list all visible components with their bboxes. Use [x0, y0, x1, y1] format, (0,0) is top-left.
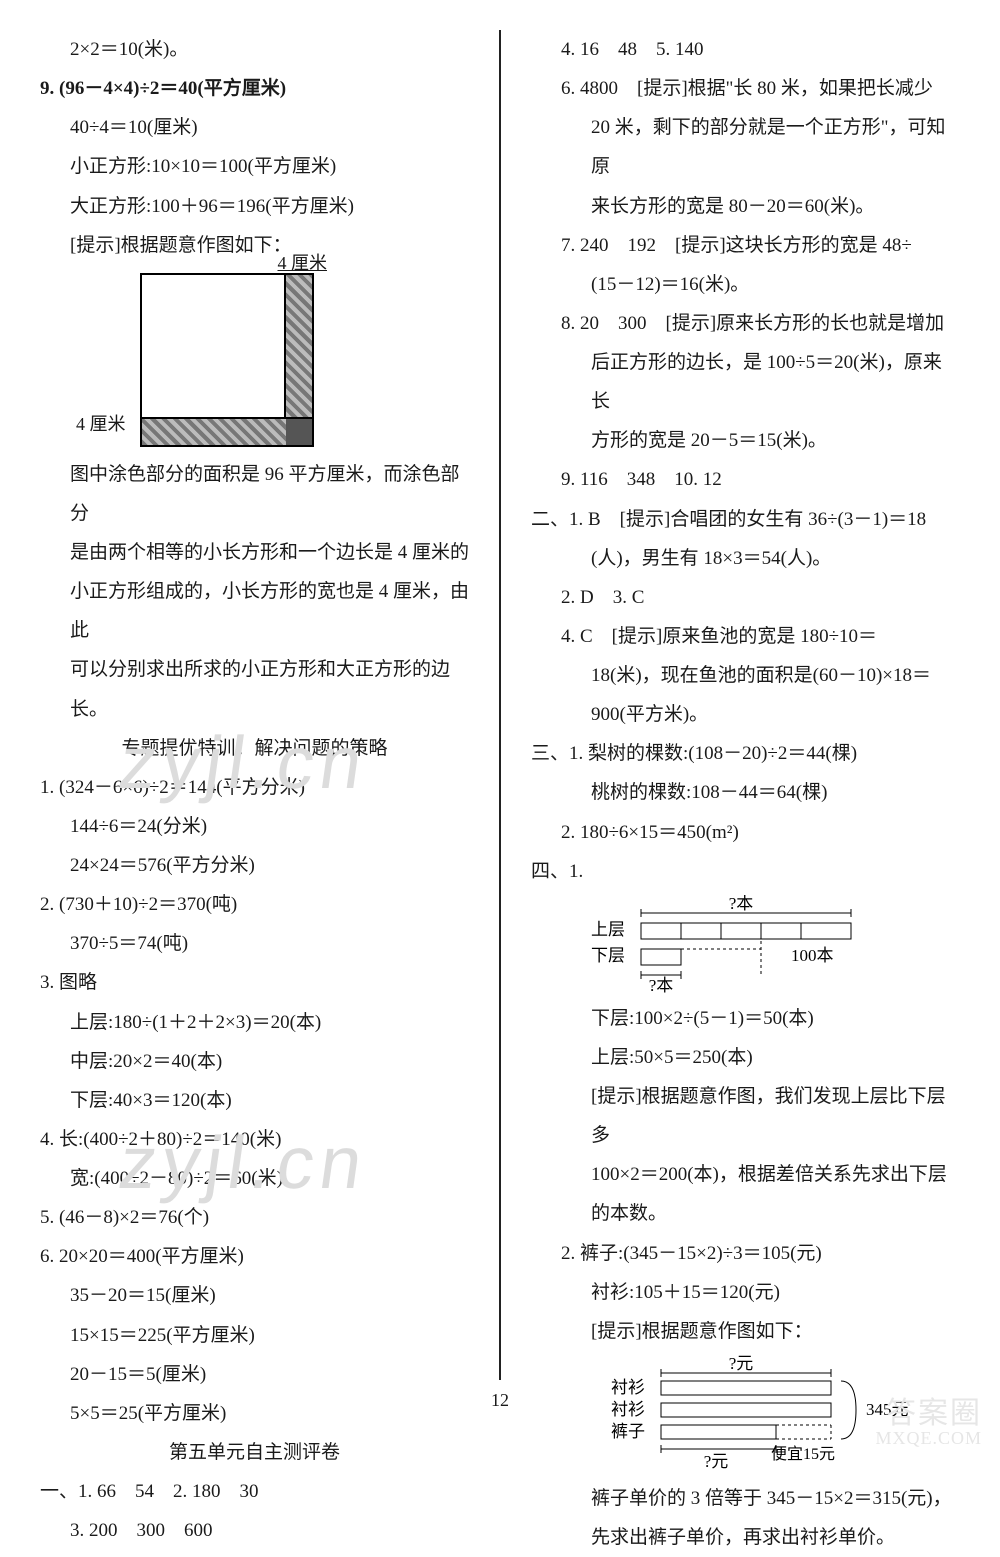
- corner-watermark-line1: 答案圈: [875, 1398, 982, 1430]
- text-line: 下层:40×3＝120(本): [40, 1081, 469, 1120]
- text-line: [提示]根据题意作图如下：: [531, 1312, 960, 1351]
- text-line: 一、1. 66 54 2. 180 30: [40, 1472, 469, 1511]
- corner-watermark-line2: MXQE.COM: [875, 1429, 982, 1448]
- text-line: 大正方形:100＋96＝196(平方厘米): [40, 187, 469, 226]
- text-line: 2×2＝10(米)。: [40, 30, 469, 69]
- text-line: 2. D 3. C: [531, 578, 960, 617]
- column-divider: [499, 30, 501, 1380]
- text-line: 桃树的棵数:108－44＝64(棵): [531, 773, 960, 812]
- text-line: 来长方形的宽是 80－20＝60(米)。: [531, 187, 960, 226]
- text-line: 5×5＝25(平方厘米): [40, 1394, 469, 1433]
- figure-shaded-corner: [286, 419, 312, 445]
- text-line: 6. 4800 [提示]根据"长 80 米，如果把长减少: [531, 69, 960, 108]
- text-line: 1. (324－6×6)÷2＝144(平方分米): [40, 768, 469, 807]
- dg-label: 便宜15元: [771, 1445, 835, 1463]
- text-line: 小正方形:10×10＝100(平方厘米): [40, 147, 469, 186]
- dg-label: ?本: [729, 895, 754, 913]
- text-line: 100×2＝200(本)，根据差倍关系先求出下层: [531, 1155, 960, 1194]
- text-line: 3. 200 300 600: [40, 1511, 469, 1550]
- dg-label: 衬衫: [611, 1378, 645, 1397]
- text-line: 四、1.: [531, 852, 960, 891]
- text-line: 40÷4＝10(厘米): [40, 108, 469, 147]
- left-column: 2×2＝10(米)。 9. (96－4×4)÷2＝40(平方厘米) 40÷4＝1…: [40, 30, 469, 1380]
- section-title: 第五单元自主测评卷: [40, 1433, 469, 1472]
- text-line: 上层:180÷(1＋2＋2×3)＝20(本): [40, 1003, 469, 1042]
- text-line: 4. 16 48 5. 140: [531, 30, 960, 69]
- dg-label: 衬衫: [611, 1400, 645, 1419]
- text-line: 9. (96－4×4)÷2＝40(平方厘米): [40, 69, 469, 108]
- text-line: (15－12)＝16(米)。: [531, 265, 960, 304]
- corner-watermark: 答案圈 MXQE.COM: [875, 1398, 982, 1448]
- text-line: (人)，男生有 18×3＝54(人)。: [531, 539, 960, 578]
- text-line: 2. 180÷6×15＝450(m²): [531, 813, 960, 852]
- text-line: 6. 20×20＝400(平方厘米): [40, 1237, 469, 1276]
- text-line: 方形的宽是 20－5＝15(米)。: [531, 421, 960, 460]
- text-line: 144÷6＝24(分米): [40, 807, 469, 846]
- diagram-books: ?本 上层 下层 100本 ?本: [531, 895, 960, 995]
- text-line: 7. 240 192 [提示]这块长方形的宽是 48÷: [531, 226, 960, 265]
- text-line: 35－20＝15(厘米): [40, 1276, 469, 1315]
- text-line: 8. 20 300 [提示]原来长方形的长也就是增加: [531, 304, 960, 343]
- figure-label-top: 4 厘米: [278, 245, 328, 282]
- text-line: 宽:(400÷2－80)÷2＝60(米): [40, 1159, 469, 1198]
- text-line: 2. (730＋10)÷2＝370(吨): [40, 885, 469, 924]
- text-line: 20－15＝5(厘米): [40, 1355, 469, 1394]
- dg-label: ?元: [704, 1452, 729, 1471]
- text-line: 图中涂色部分的面积是 96 平方厘米，而涂色部分: [40, 455, 469, 533]
- text-line: 下层:100×2÷(5－1)＝50(本): [531, 999, 960, 1038]
- dg-label: ?本: [649, 976, 674, 995]
- text-line: 上层:50×5＝250(本): [531, 1038, 960, 1077]
- text-line: 900(平方米)。: [531, 695, 960, 734]
- text-line: 20 米，剩下的部分就是一个正方形"，可知原: [531, 108, 960, 186]
- text-line: 2. 裤子:(345－15×2)÷3＝105(元): [531, 1234, 960, 1273]
- text-line: 中层:20×2＝40(本): [40, 1042, 469, 1081]
- text-line: 5. (46－8)×2＝76(个): [40, 1198, 469, 1237]
- figure-label-left: 4 厘米: [76, 406, 126, 443]
- dg-label: 100本: [791, 946, 834, 965]
- dg-label: 上层: [591, 920, 625, 939]
- section-title: 专题提优特训：解决问题的策略: [40, 729, 469, 768]
- text-line: 小正方形组成的，小长方形的宽也是 4 厘米，由此: [40, 572, 469, 650]
- text-line: 4. C [提示]原来鱼池的宽是 180÷10＝: [531, 617, 960, 656]
- dg-label: ?元: [729, 1355, 754, 1373]
- text-line: 先求出裤子单价，再求出衬衫单价。: [531, 1518, 960, 1557]
- right-column: 4. 16 48 5. 140 6. 4800 [提示]根据"长 80 米，如果…: [531, 30, 960, 1380]
- text-line: 4. 长:(400÷2＋80)÷2＝140(米): [40, 1120, 469, 1159]
- square-figure: 4 厘米 4 厘米: [140, 273, 314, 447]
- text-line: [提示]根据题意作图如下：: [40, 226, 469, 265]
- text-line: 9. 116 348 10. 12: [531, 460, 960, 499]
- text-line: 15×15＝225(平方厘米): [40, 1316, 469, 1355]
- text-line: 可以分别求出所求的小正方形和大正方形的边: [40, 650, 469, 689]
- text-line: 是由两个相等的小长方形和一个边长是 4 厘米的: [40, 533, 469, 572]
- text-line: [提示]根据题意作图，我们发现上层比下层多: [531, 1077, 960, 1155]
- dg-label: 下层: [591, 946, 625, 965]
- text-line: 后正方形的边长，是 100÷5＝20(米)，原来长: [531, 343, 960, 421]
- text-line: 3. 图略: [40, 963, 469, 1002]
- dg-label: 裤子: [611, 1422, 645, 1441]
- text-line: 24×24＝576(平方分米): [40, 846, 469, 885]
- text-line: 18(米)，现在鱼池的面积是(60－10)×18＝: [531, 656, 960, 695]
- text-line: 裤子单价的 3 倍等于 345－15×2＝315(元)，: [531, 1479, 960, 1518]
- page-columns: 2×2＝10(米)。 9. (96－4×4)÷2＝40(平方厘米) 40÷4＝1…: [40, 30, 960, 1380]
- text-line: 长。: [40, 690, 469, 729]
- text-line: 370÷5＝74(吨): [40, 924, 469, 963]
- text-line: 三、1. 梨树的棵数:(108－20)÷2＝44(棵): [531, 734, 960, 773]
- text-line: 的本数。: [531, 1194, 960, 1233]
- text-line: 二、1. B [提示]合唱团的女生有 36÷(3－1)＝18: [531, 500, 960, 539]
- text-line: 衬衫:105＋15＝120(元): [531, 1273, 960, 1312]
